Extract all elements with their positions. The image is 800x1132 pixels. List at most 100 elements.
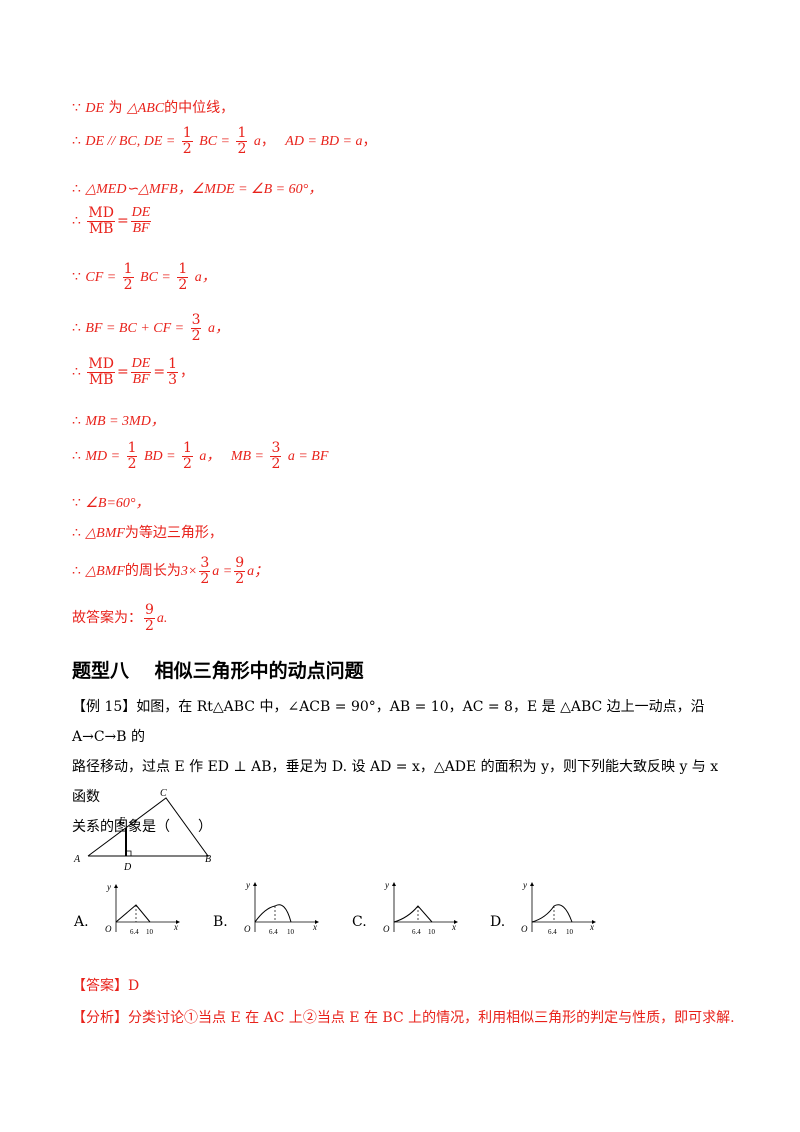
math: BC = xyxy=(140,270,171,286)
label-C: C xyxy=(160,788,167,799)
num: 9 xyxy=(144,602,155,619)
x-axis-label: x xyxy=(451,922,456,932)
den: 2 xyxy=(123,276,133,293)
option-b-graph[interactable]: y x O 6.4 10 xyxy=(233,878,323,938)
den: 2 xyxy=(191,327,201,344)
because-symbol: ∵ xyxy=(72,100,81,116)
math: a xyxy=(253,134,261,150)
therefore-symbol: ∴ xyxy=(72,364,81,381)
option-a-label[interactable]: A. xyxy=(74,914,89,930)
section-title: 题型八 相似三角形中的动点问题 xyxy=(72,660,364,682)
num: 1 xyxy=(181,125,193,142)
math: DE // BC, DE = xyxy=(85,134,176,150)
solution-line-12: ∴ △BMF的周长为3× 3 2 a = 9 2 a； xyxy=(72,555,269,587)
y-axis-label: y xyxy=(522,880,527,890)
origin-label: O xyxy=(105,924,112,934)
x-axis-label: x xyxy=(312,922,317,932)
solution-line-10: ∵ ∠B=60°， xyxy=(72,492,150,512)
example-tag: 【例 15】 xyxy=(72,699,137,715)
math: AD = BD = a xyxy=(285,134,363,150)
math: 3× xyxy=(180,564,198,580)
math: ∠B=60°， xyxy=(85,496,150,511)
math: a， xyxy=(199,449,221,465)
den: 2 xyxy=(145,617,154,634)
math: a = BF xyxy=(287,449,329,465)
math: MD = xyxy=(85,449,121,465)
fraction: MD MB xyxy=(87,206,115,236)
analysis-block: 【分析】分类讨论①当点 E 在 AC 上②当点 E 在 BC 上的情况，利用相似… xyxy=(72,1007,735,1027)
therefore-symbol: ∴ xyxy=(72,133,81,150)
num: 1 xyxy=(122,261,134,278)
y-axis-label: y xyxy=(384,880,389,890)
tick-label: 10 xyxy=(428,928,436,936)
math: △MED∽△MFB，∠MDE = ∠B = 60°， xyxy=(85,182,323,197)
den: MB xyxy=(88,371,114,388)
den: 2 xyxy=(178,276,188,293)
solution-line-8: ∴ MB = 3MD， xyxy=(72,410,165,430)
option-a-graph[interactable]: y x O 6.4 10 xyxy=(94,882,184,940)
option-d-graph[interactable]: y x O 6.4 10 xyxy=(510,878,600,938)
num: 1 xyxy=(126,440,138,457)
example-text-1: 如图，在 Rt△ABC 中，∠ACB = 90°，AB = 10，AC = 8，… xyxy=(72,699,705,745)
y-axis-label: y xyxy=(245,880,250,890)
den: MB xyxy=(88,220,114,237)
answer-label: 【答案】 xyxy=(72,978,128,994)
origin-label: O xyxy=(521,924,528,934)
label-E: E xyxy=(118,816,125,827)
den: 2 xyxy=(182,140,192,157)
example-text-2: 路径移动，过点 E 作 ED ⊥ AB，垂足为 D. 设 AD = x，△ADE… xyxy=(72,759,719,805)
tick-label: 6.4 xyxy=(412,928,421,936)
because-symbol: ∵ xyxy=(72,495,81,511)
text: 的中位线， xyxy=(164,100,235,116)
option-d-label[interactable]: D. xyxy=(490,914,506,930)
solution-line-7: ∴ MD MB = DE BF = 1 3， xyxy=(72,356,194,388)
den: BF xyxy=(132,220,150,236)
because-symbol: ∵ xyxy=(72,269,81,286)
origin-label: O xyxy=(383,924,390,934)
text: 为 xyxy=(108,100,123,116)
option-b-label[interactable]: B. xyxy=(213,914,228,930)
num: 3 xyxy=(199,555,211,572)
solution-line-4: ∴ MD MB = DE BF xyxy=(72,205,152,237)
num: 3 xyxy=(270,440,282,457)
answer-line: 故答案为： 9 2 a. xyxy=(72,603,167,633)
tick-label: 10 xyxy=(146,928,154,936)
label-A: A xyxy=(73,854,81,865)
math: MB = xyxy=(230,449,264,465)
den: 2 xyxy=(271,455,281,472)
math-triangle: △ABC xyxy=(126,101,165,116)
x-axis-label: x xyxy=(589,922,594,932)
example-text-3: 关系的图象是（ ） xyxy=(72,819,212,835)
analysis-text: 分类讨论①当点 E 在 AC 上②当点 E 在 BC 上的情况，利用相似三角形的… xyxy=(128,1010,735,1026)
tick-label: 6.4 xyxy=(548,928,557,936)
solution-line-3: ∴ △MED∽△MFB，∠MDE = ∠B = 60°， xyxy=(72,178,322,198)
answer-value: D xyxy=(128,978,140,994)
num: MD xyxy=(87,356,115,373)
den: 2 xyxy=(183,455,192,472)
answer-text: 故答案为： xyxy=(72,610,142,627)
math: MB = 3MD， xyxy=(85,414,165,429)
option-c-graph[interactable]: y x O 6.4 10 xyxy=(372,878,462,938)
analysis-label: 【分析】 xyxy=(72,1010,128,1026)
option-c-label[interactable]: C. xyxy=(352,914,367,930)
tick-label: 6.4 xyxy=(130,928,139,936)
y-axis-label: y xyxy=(106,882,111,892)
origin-label: O xyxy=(244,924,251,934)
num: 9 xyxy=(234,555,246,572)
num: 3 xyxy=(190,312,202,329)
math-de: DE xyxy=(85,101,105,116)
therefore-symbol: ∴ xyxy=(72,181,81,197)
math: a， xyxy=(194,270,216,286)
therefore-symbol: ∴ xyxy=(72,448,81,465)
solution-line-1: ∵ DE 为 △ABC的中位线， xyxy=(72,97,234,117)
